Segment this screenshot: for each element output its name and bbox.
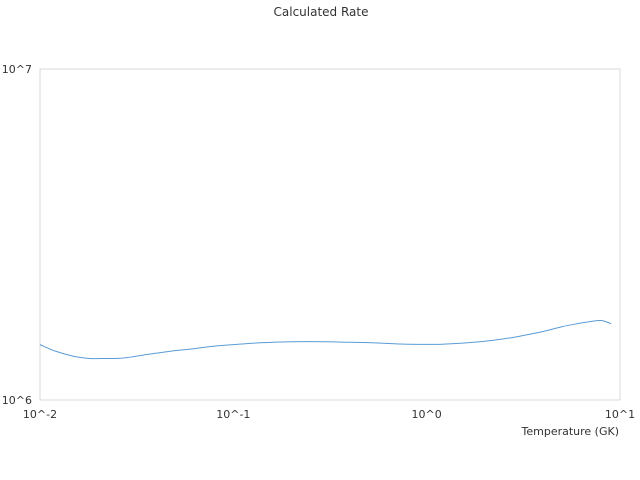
- chart-title: Calculated Rate: [274, 5, 369, 19]
- plot-area: [39, 68, 621, 401]
- y-axis-ticks: 10^6 10^7: [2, 63, 32, 407]
- x-axis-ticks: 10^-2 10^-1 10^0 10^1: [23, 408, 635, 421]
- series-line-calculated-rate: [39, 319, 612, 360]
- x-tick-label: 10^1: [605, 408, 635, 421]
- x-tick-label: 10^-1: [216, 408, 250, 421]
- x-axis-label: Temperature (GK): [521, 425, 620, 438]
- y-tick-label: 10^7: [2, 63, 32, 76]
- y-tick-label: 10^6: [2, 394, 32, 407]
- x-tick-label: 10^0: [412, 408, 442, 421]
- x-tick-label: 10^-2: [23, 408, 57, 421]
